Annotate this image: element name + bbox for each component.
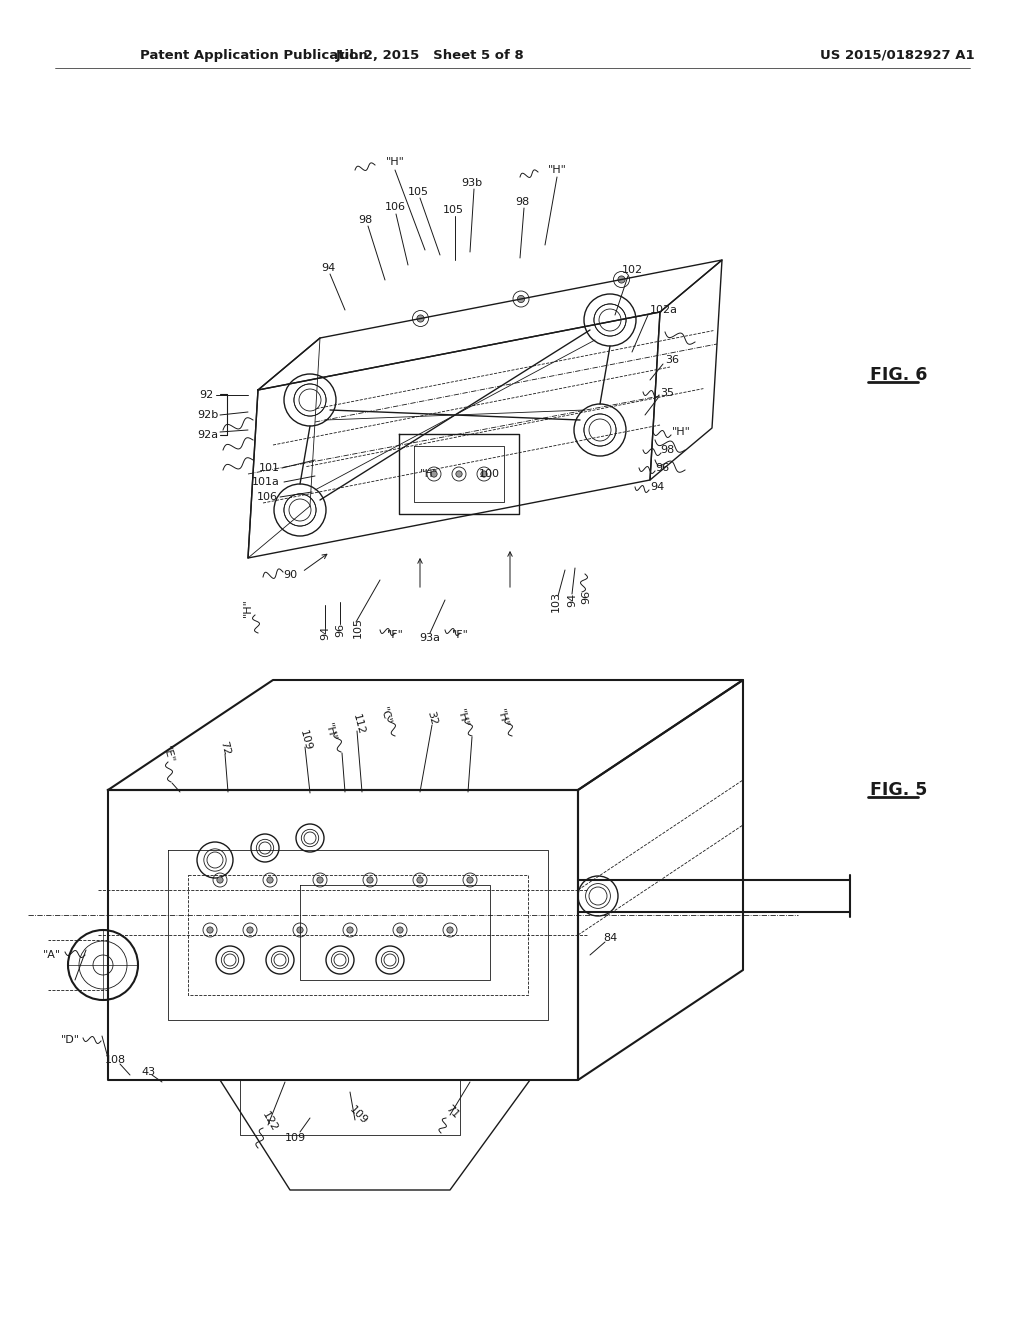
Circle shape bbox=[247, 927, 253, 933]
Text: "H": "H" bbox=[323, 722, 337, 742]
Text: 109: 109 bbox=[347, 1104, 369, 1126]
Text: "H": "H" bbox=[495, 708, 509, 729]
Text: 94: 94 bbox=[650, 482, 665, 492]
Text: 84: 84 bbox=[603, 933, 617, 942]
Text: 92b: 92b bbox=[197, 411, 218, 420]
Circle shape bbox=[297, 927, 303, 933]
Text: 112: 112 bbox=[350, 713, 366, 735]
Circle shape bbox=[267, 876, 273, 883]
Text: 122: 122 bbox=[260, 1110, 280, 1134]
Circle shape bbox=[456, 471, 462, 477]
Circle shape bbox=[397, 927, 403, 933]
Text: 94: 94 bbox=[319, 626, 330, 640]
Text: 96: 96 bbox=[655, 463, 669, 473]
Text: 35: 35 bbox=[660, 388, 674, 399]
Text: 92: 92 bbox=[200, 389, 214, 400]
Text: "H": "H" bbox=[455, 708, 469, 729]
Text: 98: 98 bbox=[357, 215, 372, 224]
Text: FIG. 5: FIG. 5 bbox=[870, 781, 928, 799]
Text: 43: 43 bbox=[141, 1067, 155, 1077]
Text: 96: 96 bbox=[335, 623, 345, 638]
Text: "H": "H" bbox=[421, 469, 437, 479]
Text: "H": "H" bbox=[386, 157, 404, 168]
Circle shape bbox=[217, 876, 223, 883]
Text: 100: 100 bbox=[478, 469, 500, 479]
Text: "C": "C" bbox=[378, 706, 392, 726]
Text: 98: 98 bbox=[660, 445, 674, 455]
Text: 94: 94 bbox=[567, 593, 577, 607]
Text: 32: 32 bbox=[425, 710, 438, 726]
Circle shape bbox=[467, 876, 473, 883]
Text: "H": "H" bbox=[548, 165, 566, 176]
Text: 106: 106 bbox=[384, 202, 406, 213]
Circle shape bbox=[207, 927, 213, 933]
Circle shape bbox=[481, 471, 487, 477]
Circle shape bbox=[617, 276, 625, 282]
Text: FIG. 6: FIG. 6 bbox=[870, 366, 928, 384]
Text: "H": "H" bbox=[672, 426, 691, 437]
Text: 102a: 102a bbox=[650, 305, 678, 315]
Text: 103: 103 bbox=[551, 591, 561, 612]
Text: "E": "E" bbox=[161, 746, 175, 764]
Text: 105: 105 bbox=[442, 205, 464, 215]
Text: 101: 101 bbox=[259, 463, 280, 473]
Text: 106: 106 bbox=[257, 492, 278, 502]
Text: "A": "A" bbox=[43, 950, 61, 960]
Text: 94: 94 bbox=[321, 263, 335, 273]
Text: 92a: 92a bbox=[197, 430, 218, 440]
Text: 71: 71 bbox=[443, 1104, 461, 1121]
Text: 109: 109 bbox=[297, 729, 312, 751]
Text: 102: 102 bbox=[622, 265, 643, 275]
Text: 101a: 101a bbox=[252, 477, 280, 487]
Circle shape bbox=[431, 471, 437, 477]
Text: Patent Application Publication: Patent Application Publication bbox=[140, 49, 368, 62]
Text: 90: 90 bbox=[283, 570, 297, 579]
Text: 93a: 93a bbox=[420, 634, 440, 643]
Text: 96: 96 bbox=[581, 590, 591, 605]
Circle shape bbox=[517, 296, 524, 302]
Text: "D": "D" bbox=[60, 1035, 80, 1045]
Circle shape bbox=[347, 927, 353, 933]
Text: 105: 105 bbox=[408, 187, 428, 197]
Text: Jul. 2, 2015   Sheet 5 of 8: Jul. 2, 2015 Sheet 5 of 8 bbox=[336, 49, 524, 62]
Text: 109: 109 bbox=[285, 1133, 305, 1143]
Text: 72: 72 bbox=[218, 739, 231, 756]
Text: "F": "F" bbox=[387, 630, 403, 640]
Circle shape bbox=[446, 927, 454, 933]
Circle shape bbox=[417, 876, 423, 883]
Circle shape bbox=[367, 876, 373, 883]
Circle shape bbox=[417, 315, 424, 322]
Text: "F": "F" bbox=[452, 630, 468, 640]
Text: US 2015/0182927 A1: US 2015/0182927 A1 bbox=[820, 49, 975, 62]
Text: "H": "H" bbox=[243, 598, 253, 618]
Text: 105: 105 bbox=[353, 618, 362, 639]
Text: 36: 36 bbox=[665, 355, 679, 366]
Circle shape bbox=[316, 876, 324, 883]
Text: 98: 98 bbox=[515, 197, 529, 207]
Text: 93b: 93b bbox=[462, 178, 482, 187]
Text: 108: 108 bbox=[104, 1055, 126, 1065]
